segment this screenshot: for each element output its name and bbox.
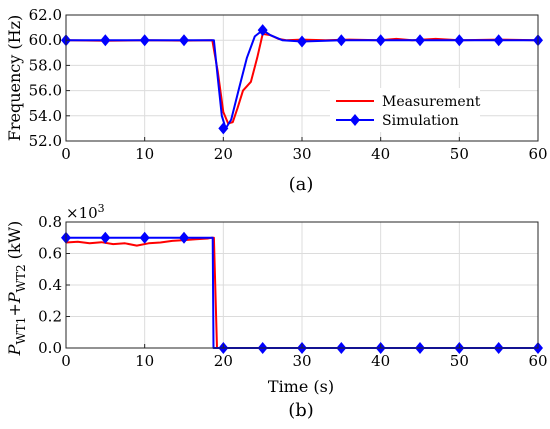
a-y-axis-label: Frequency (Hz) [5, 15, 24, 142]
b-y-tick-label: 0.0 [38, 339, 62, 357]
a-series-simulation-point [139, 34, 150, 47]
b-ylabel-unit: (kW) [5, 221, 24, 265]
b-ylabel-sub2: WT2 [14, 264, 28, 292]
a-x-tick-label: 30 [292, 145, 311, 163]
b-y-tick-label: 0.4 [38, 276, 62, 294]
legend-measurement-label: Measurement [382, 94, 481, 110]
a-series-simulation-point [493, 34, 504, 47]
a-y-tick-label: 60.0 [29, 31, 62, 49]
b-series-simulation-point [100, 231, 111, 244]
b-y-tick-label: 0.2 [38, 308, 62, 326]
a-x-tick-label: 40 [371, 145, 390, 163]
legend-simulation-marker [350, 114, 360, 126]
a-y-tick-label: 54.0 [29, 107, 62, 125]
b-gridlines [66, 222, 538, 348]
a-y-tick-label: 62.0 [29, 6, 62, 24]
b-x-axis-label: Time (s) [268, 377, 334, 396]
b-ylabel-p1: P [5, 344, 24, 356]
a-panel-label: (a) [289, 174, 314, 195]
a-series-simulation-point [218, 122, 229, 135]
a-series-simulation-point [179, 34, 189, 47]
b-x-tick-label: 60 [528, 352, 547, 370]
b-y-tick-label: 0.6 [38, 245, 62, 263]
a-y-tick-label: 58.0 [29, 56, 62, 74]
a-x-tick-label: 0 [61, 145, 71, 163]
a-series-simulation-point [336, 34, 347, 47]
b-panel-label: (b) [288, 400, 314, 421]
b-ylabel-plus: + [5, 303, 24, 316]
b-series-simulation-point [179, 231, 189, 244]
a-series-simulation-point [375, 34, 386, 47]
b-multiplier-exponent: 3 [98, 202, 105, 215]
b-y-tick-label: 0.8 [38, 213, 62, 231]
a-tick-labels: 0 10 20 30 40 50 60 52.0 54.0 56.0 58.0 60.0 62.0 [29, 6, 548, 163]
a-legend: Measurement Simulation [330, 88, 481, 132]
a-y-tick-label: 52.0 [29, 132, 62, 150]
b-x-tick-label: 50 [450, 352, 469, 370]
legend-simulation-label: Simulation [382, 113, 459, 129]
b-x-tick-label: 20 [214, 352, 233, 370]
a-x-tick-label: 60 [528, 145, 547, 163]
a-series-simulation-point [297, 35, 307, 48]
b-ylabel-sub1: WT1 [14, 317, 28, 345]
b-x-tick-label: 0 [61, 352, 71, 370]
b-x-tick-label: 10 [135, 352, 154, 370]
a-series-simulation-point [100, 34, 111, 47]
a-series-simulation-point [257, 24, 268, 37]
b-multiplier-base: ×10 [66, 204, 98, 222]
panel-b: 0 10 20 30 40 50 600.00.20.40.60.8 ×103 PWT1+P… [5, 202, 548, 421]
a-series-simulation-point [415, 34, 425, 47]
b-axis-multiplier: ×103 [66, 202, 105, 222]
a-x-tick-label: 50 [450, 145, 469, 163]
b-series-markers [61, 231, 543, 354]
a-series-simulation-line [66, 29, 538, 130]
panel-a: 0 10 20 30 40 50 60 52.0 54.0 56.0 58.0 60.0 62.0 Fr… [5, 6, 548, 195]
b-y-axis-label: PWT1+PWT2 (kW) [5, 221, 28, 357]
b-x-tick-label: 40 [371, 352, 390, 370]
a-x-tick-label: 20 [214, 145, 233, 163]
a-y-tick-label: 56.0 [29, 82, 62, 100]
a-x-tick-label: 10 [135, 145, 154, 163]
b-x-tick-label: 30 [292, 352, 311, 370]
b-ylabel-p2: P [5, 292, 24, 304]
b-tick-labels: 0 10 20 30 40 50 60 0.0 0.2 0.4 0.6 0.8 [38, 213, 547, 370]
a-series-simulation-point [454, 34, 465, 47]
b-series-simulation-point [139, 231, 150, 244]
